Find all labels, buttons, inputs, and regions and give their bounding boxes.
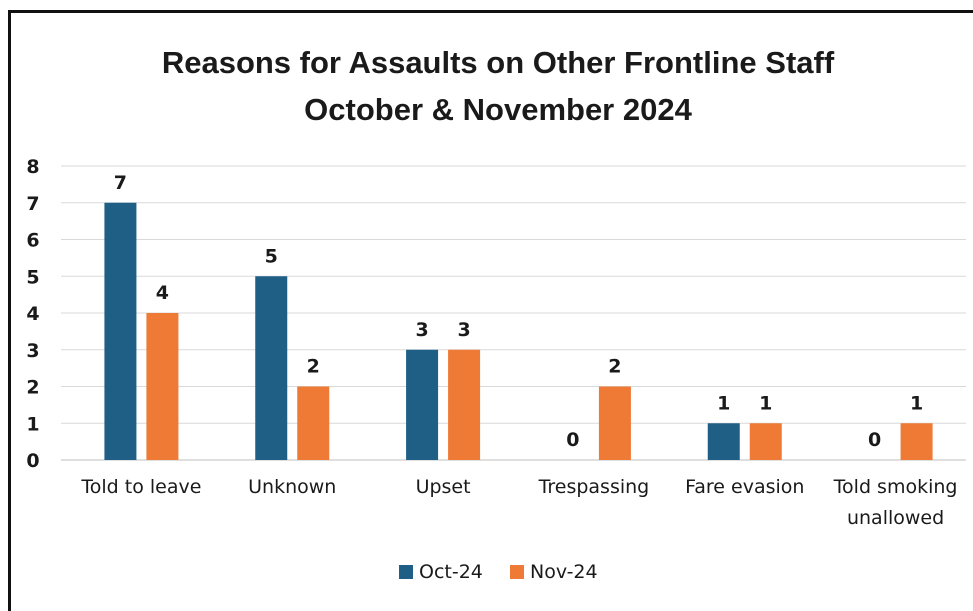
x-category-label: Told to leave [80,476,201,498]
bar-nov-24 [448,349,481,460]
bar-nov-24 [598,386,631,460]
y-tick-label: 3 [26,340,39,362]
bar-nov-24 [749,423,782,460]
y-tick-label: 4 [26,303,39,325]
chart-title-line-2: October & November 2024 [304,92,692,127]
bar-nov-24 [297,386,330,460]
legend-swatch [399,565,413,579]
bars [104,202,933,460]
gridlines [61,165,966,461]
data-label: 2 [608,356,621,378]
data-label: 1 [759,392,772,414]
y-tick-label: 5 [26,266,39,288]
bar-oct-24 [406,349,439,460]
x-category-label: Upset [416,476,471,498]
y-tick-label: 6 [26,230,39,252]
data-label: 0 [566,429,579,451]
bar-oct-24 [255,276,288,460]
data-label: 3 [415,319,428,341]
x-category-label: Told smoking [833,476,958,498]
y-tick-label: 1 [26,413,39,435]
x-category-label: Fare evasion [685,476,804,498]
y-tick-label: 8 [26,156,39,178]
chart-title: Reasons for Assaults on Other Frontline … [162,45,835,127]
legend: Oct-24 Nov-24 [399,561,598,583]
x-category-label: unallowed [847,507,944,529]
data-label: 1 [910,392,923,414]
y-tick-label: 0 [26,450,39,472]
x-category-label: Unknown [248,476,336,498]
x-axis-category-labels: Told to leave Unknown Upset Trespassing Fare… [80,476,957,529]
data-label: 4 [156,282,169,304]
y-tick-label: 7 [26,193,39,215]
bar-nov-24 [900,423,933,460]
y-tick-label: 2 [26,377,39,399]
data-label: 3 [457,319,470,341]
bar-nov-24 [146,313,179,460]
bar-oct-24 [707,423,740,460]
bar-chart: Reasons for Assaults on Other Frontline … [26,45,966,583]
chart-title-line-1: Reasons for Assaults on Other Frontline … [162,45,835,80]
data-label: 2 [307,356,320,378]
data-label: 5 [265,245,278,267]
legend-label: Oct-24 [419,561,483,583]
data-label: 7 [114,172,127,194]
legend-swatch [510,565,524,579]
x-category-label: Trespassing [538,476,650,498]
data-label: 1 [717,392,730,414]
chart-frame: Reasons for Assaults on Other Frontline … [8,10,973,611]
legend-label: Nov-24 [530,561,598,583]
data-label: 0 [868,429,881,451]
y-axis-tick-labels: 0 1 2 3 4 5 6 7 8 [26,156,39,472]
data-labels: 7 4 5 2 3 3 0 2 1 1 0 1 [114,172,923,451]
bar-oct-24 [104,202,137,460]
